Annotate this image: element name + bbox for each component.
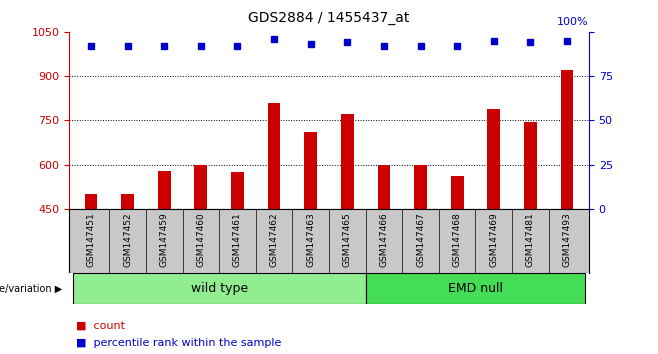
Bar	[231, 172, 244, 209]
Text: GSM147467: GSM147467	[416, 212, 425, 267]
Bar	[121, 194, 134, 209]
Bar	[488, 109, 500, 209]
Text: GSM147461: GSM147461	[233, 212, 242, 267]
Text: GSM147481: GSM147481	[526, 212, 535, 267]
Text: GSM147462: GSM147462	[270, 212, 278, 267]
Text: genotype/variation ▶: genotype/variation ▶	[0, 284, 63, 293]
Text: GSM147466: GSM147466	[380, 212, 388, 267]
Bar	[304, 132, 317, 209]
Text: GSM147465: GSM147465	[343, 212, 352, 267]
Text: GSM147459: GSM147459	[160, 212, 168, 267]
Text: GDS2884 / 1455437_at: GDS2884 / 1455437_at	[248, 11, 410, 25]
Text: 100%: 100%	[557, 17, 589, 27]
Text: GSM147451: GSM147451	[87, 212, 95, 267]
Text: GSM147460: GSM147460	[196, 212, 205, 267]
Text: GSM147452: GSM147452	[123, 212, 132, 267]
Text: wild type: wild type	[191, 282, 248, 295]
Bar	[561, 70, 573, 209]
Bar	[414, 165, 427, 209]
Text: GSM147493: GSM147493	[563, 212, 571, 267]
Bar	[85, 194, 97, 209]
Bar	[158, 171, 170, 209]
Bar	[341, 114, 354, 209]
Text: ■  count: ■ count	[76, 321, 124, 331]
Bar	[451, 176, 463, 209]
Bar	[195, 165, 207, 209]
Text: EMD null: EMD null	[448, 282, 503, 295]
Bar	[378, 165, 390, 209]
Bar	[366, 273, 585, 304]
Text: GSM147469: GSM147469	[490, 212, 498, 267]
Bar	[73, 273, 366, 304]
Bar	[268, 103, 280, 209]
Bar	[524, 122, 537, 209]
Text: GSM147463: GSM147463	[306, 212, 315, 267]
Text: ■  percentile rank within the sample: ■ percentile rank within the sample	[76, 338, 281, 348]
Text: GSM147468: GSM147468	[453, 212, 462, 267]
